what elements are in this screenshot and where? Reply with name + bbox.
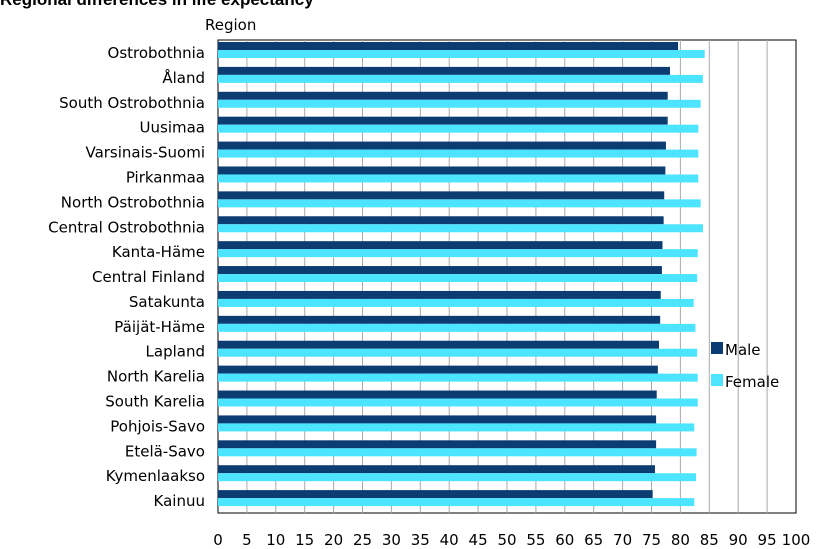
x-tick-label: 25 — [353, 531, 372, 549]
category-label: Satakunta — [129, 293, 205, 311]
bar-male — [218, 415, 657, 424]
bar-female — [218, 348, 698, 357]
x-tick-label: 35 — [411, 531, 430, 549]
category-label: Pohjois-Savo — [110, 417, 205, 435]
bar-female — [218, 398, 698, 407]
category-labels: Ostrobothnia Åland South Ostrobothnia Uusim… — [48, 44, 205, 510]
x-tick-label: 95 — [758, 531, 777, 549]
category-label: Kymenlaakso — [106, 467, 205, 485]
bar-male — [218, 66, 670, 75]
x-tick-label: 75 — [642, 531, 661, 549]
category-label: Pirkanmaa — [126, 168, 205, 186]
bar-female — [218, 249, 698, 258]
chart-title: Regional differences in life expectancy — [0, 0, 314, 10]
bar-male — [218, 91, 668, 100]
bar-female — [218, 74, 703, 83]
bar-male — [218, 340, 660, 349]
x-tick-label: 10 — [266, 531, 285, 549]
bar-female — [218, 124, 699, 133]
category-label: Päijät-Häme — [114, 318, 205, 336]
bar-male — [218, 440, 657, 449]
bar-male — [218, 116, 668, 125]
x-tick-label: 15 — [295, 531, 314, 549]
bar-male — [218, 42, 679, 50]
category-label: South Ostrobothnia — [59, 94, 205, 112]
bar-female — [218, 274, 698, 283]
bar-male — [218, 216, 664, 225]
category-label: Etelä-Savo — [125, 442, 205, 460]
bar-female — [218, 423, 695, 432]
bar-female — [218, 174, 699, 183]
x-tick-label: 40 — [440, 531, 459, 549]
bar-male — [218, 315, 661, 324]
x-tick-label: 55 — [526, 531, 545, 549]
bar-male — [218, 266, 662, 275]
bar-male — [218, 191, 665, 200]
bar-male — [218, 365, 658, 374]
bar-male — [218, 390, 657, 399]
x-tick-label: 90 — [729, 531, 748, 549]
category-label: Ostrobothnia — [108, 44, 205, 62]
bar-male — [218, 465, 655, 474]
legend-label: Male — [725, 341, 761, 359]
x-tick-labels: 0 5 10 15 20 25 30 35 40 45 50 55 60 65 70 75 80 85 90 95 10… — [213, 531, 810, 549]
x-tick-label: 100 — [782, 531, 811, 549]
category-label: Uusimaa — [140, 119, 205, 137]
bar-female — [218, 448, 697, 457]
bar-female — [218, 149, 699, 158]
category-label: Varsinais-Suomi — [85, 144, 205, 162]
x-tick-label: 85 — [700, 531, 719, 549]
bars — [218, 42, 705, 507]
x-tick-label: 70 — [613, 531, 632, 549]
bar-female — [218, 99, 701, 108]
category-label: Åland — [162, 68, 205, 87]
bar-male — [218, 141, 666, 150]
x-tick-label: 80 — [671, 531, 690, 549]
x-tick-label: 5 — [242, 531, 252, 549]
bar-female — [218, 473, 697, 482]
category-label: Kainuu — [154, 492, 205, 510]
legend: Male Female — [711, 341, 779, 391]
legend-label: Female — [725, 373, 779, 391]
category-label: Central Finland — [92, 268, 205, 286]
bar-female — [218, 224, 703, 233]
legend-swatch — [711, 342, 723, 354]
legend-swatch — [711, 374, 723, 386]
bar-male — [218, 490, 653, 499]
category-label: Lapland — [146, 343, 205, 361]
bar-female — [218, 323, 696, 332]
category-label: North Ostrobothnia — [61, 193, 205, 211]
bar-female — [218, 373, 698, 382]
x-tick-label: 20 — [324, 531, 343, 549]
category-label: North Karelia — [107, 368, 205, 386]
axis-title: Region — [205, 16, 256, 34]
bar-male — [218, 290, 661, 299]
category-label: South Karelia — [105, 393, 205, 411]
x-tick-label: 50 — [497, 531, 516, 549]
category-label: Central Ostrobothnia — [48, 218, 205, 236]
x-tick-label: 30 — [382, 531, 401, 549]
bar-female — [218, 498, 695, 507]
x-tick-label: 0 — [213, 531, 223, 549]
x-tick-label: 45 — [469, 531, 488, 549]
category-label: Kanta-Häme — [112, 243, 205, 261]
bar-male — [218, 166, 666, 175]
bar-female — [218, 50, 705, 58]
bar-female — [218, 199, 701, 208]
bar-male — [218, 241, 663, 250]
x-tick-label: 60 — [555, 531, 574, 549]
x-tick-label: 65 — [584, 531, 603, 549]
bar-female — [218, 298, 694, 307]
